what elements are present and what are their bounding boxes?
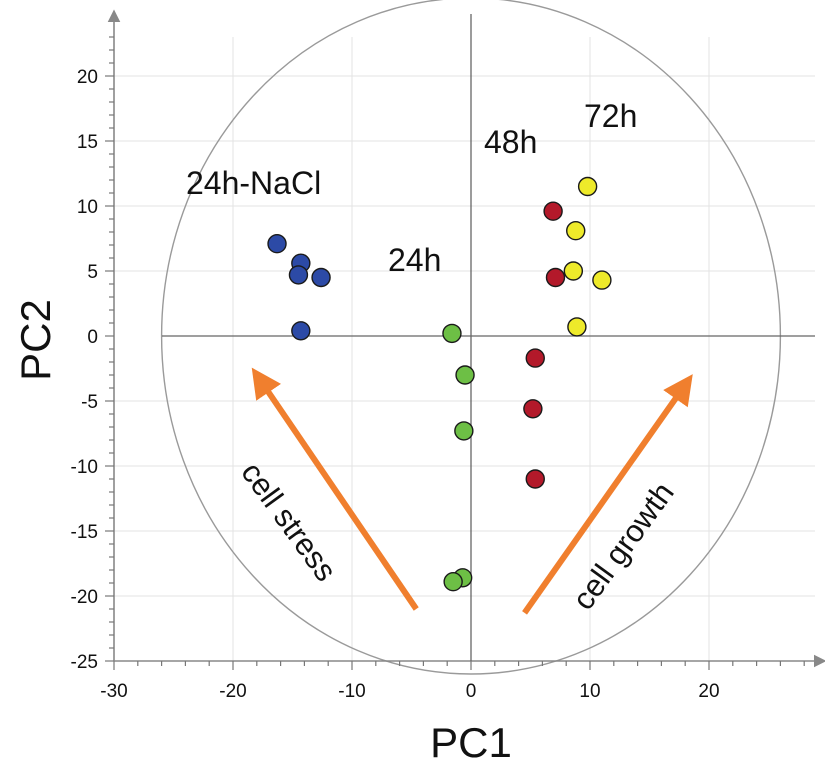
- series-label-24h-nacl: 24h-NaCl: [186, 165, 321, 201]
- data-point-72h: [563, 261, 584, 281]
- annotation-arrow: [522, 374, 693, 615]
- x-tick-label: 0: [466, 681, 477, 702]
- annotation-arrow: [251, 367, 419, 611]
- data-point-24h: [454, 421, 474, 441]
- y-tick-label: 5: [87, 262, 98, 283]
- data-point-24h-nacl: [291, 321, 311, 341]
- data-point-24h: [443, 572, 463, 592]
- grid-lines: [114, 37, 815, 661]
- data-point-48h: [543, 201, 563, 221]
- tick-marks: [105, 36, 805, 670]
- x-tick-label: -10: [338, 681, 365, 702]
- x-tick-label: 10: [579, 681, 600, 702]
- y-tick-label: 20: [77, 67, 98, 88]
- series-labels: 24h-NaCl 24h 48h 72h: [186, 98, 637, 278]
- y-tick-label: -10: [71, 457, 98, 478]
- series-label-48h: 48h: [484, 124, 537, 160]
- y-axis-title: PC2: [12, 299, 59, 381]
- data-point-24h-nacl: [311, 267, 331, 288]
- x-tick-label: -30: [100, 681, 127, 702]
- data-point-24h: [455, 365, 475, 385]
- data-point-48h: [525, 348, 545, 368]
- annotation-label-cell-growth: cell growth: [565, 476, 680, 616]
- y-tick-label: -5: [81, 392, 98, 413]
- data-point-72h: [567, 317, 587, 337]
- data-point-48h: [525, 469, 545, 489]
- y-tick-label: -15: [71, 522, 98, 543]
- data-point-72h: [566, 220, 586, 241]
- y-tick-label: -20: [71, 587, 98, 608]
- data-point-72h: [592, 270, 612, 290]
- x-axis-title: PC1: [430, 719, 512, 765]
- data-points: [267, 176, 612, 592]
- tick-labels: -30 -20 -10 0 10 20 -25 -20 -15 -10 -5 0 5 10 15 20: [71, 67, 720, 702]
- x-tick-label: 20: [698, 681, 719, 702]
- y-tick-label: -25: [71, 652, 98, 673]
- y-tick-label: 15: [77, 132, 98, 153]
- data-point-24h: [442, 323, 462, 344]
- y-tick-label: 10: [77, 197, 98, 218]
- series-label-24h: 24h: [388, 242, 441, 278]
- y-tick-label: 0: [87, 327, 98, 348]
- data-point-24h-nacl: [267, 233, 287, 254]
- data-point-48h: [523, 399, 543, 419]
- data-point-72h: [577, 176, 598, 197]
- series-label-72h: 72h: [584, 98, 637, 134]
- axes: [107, 9, 825, 668]
- x-tick-label: -20: [219, 681, 246, 702]
- data-point-24h-nacl: [288, 265, 309, 285]
- data-point-48h: [545, 267, 566, 288]
